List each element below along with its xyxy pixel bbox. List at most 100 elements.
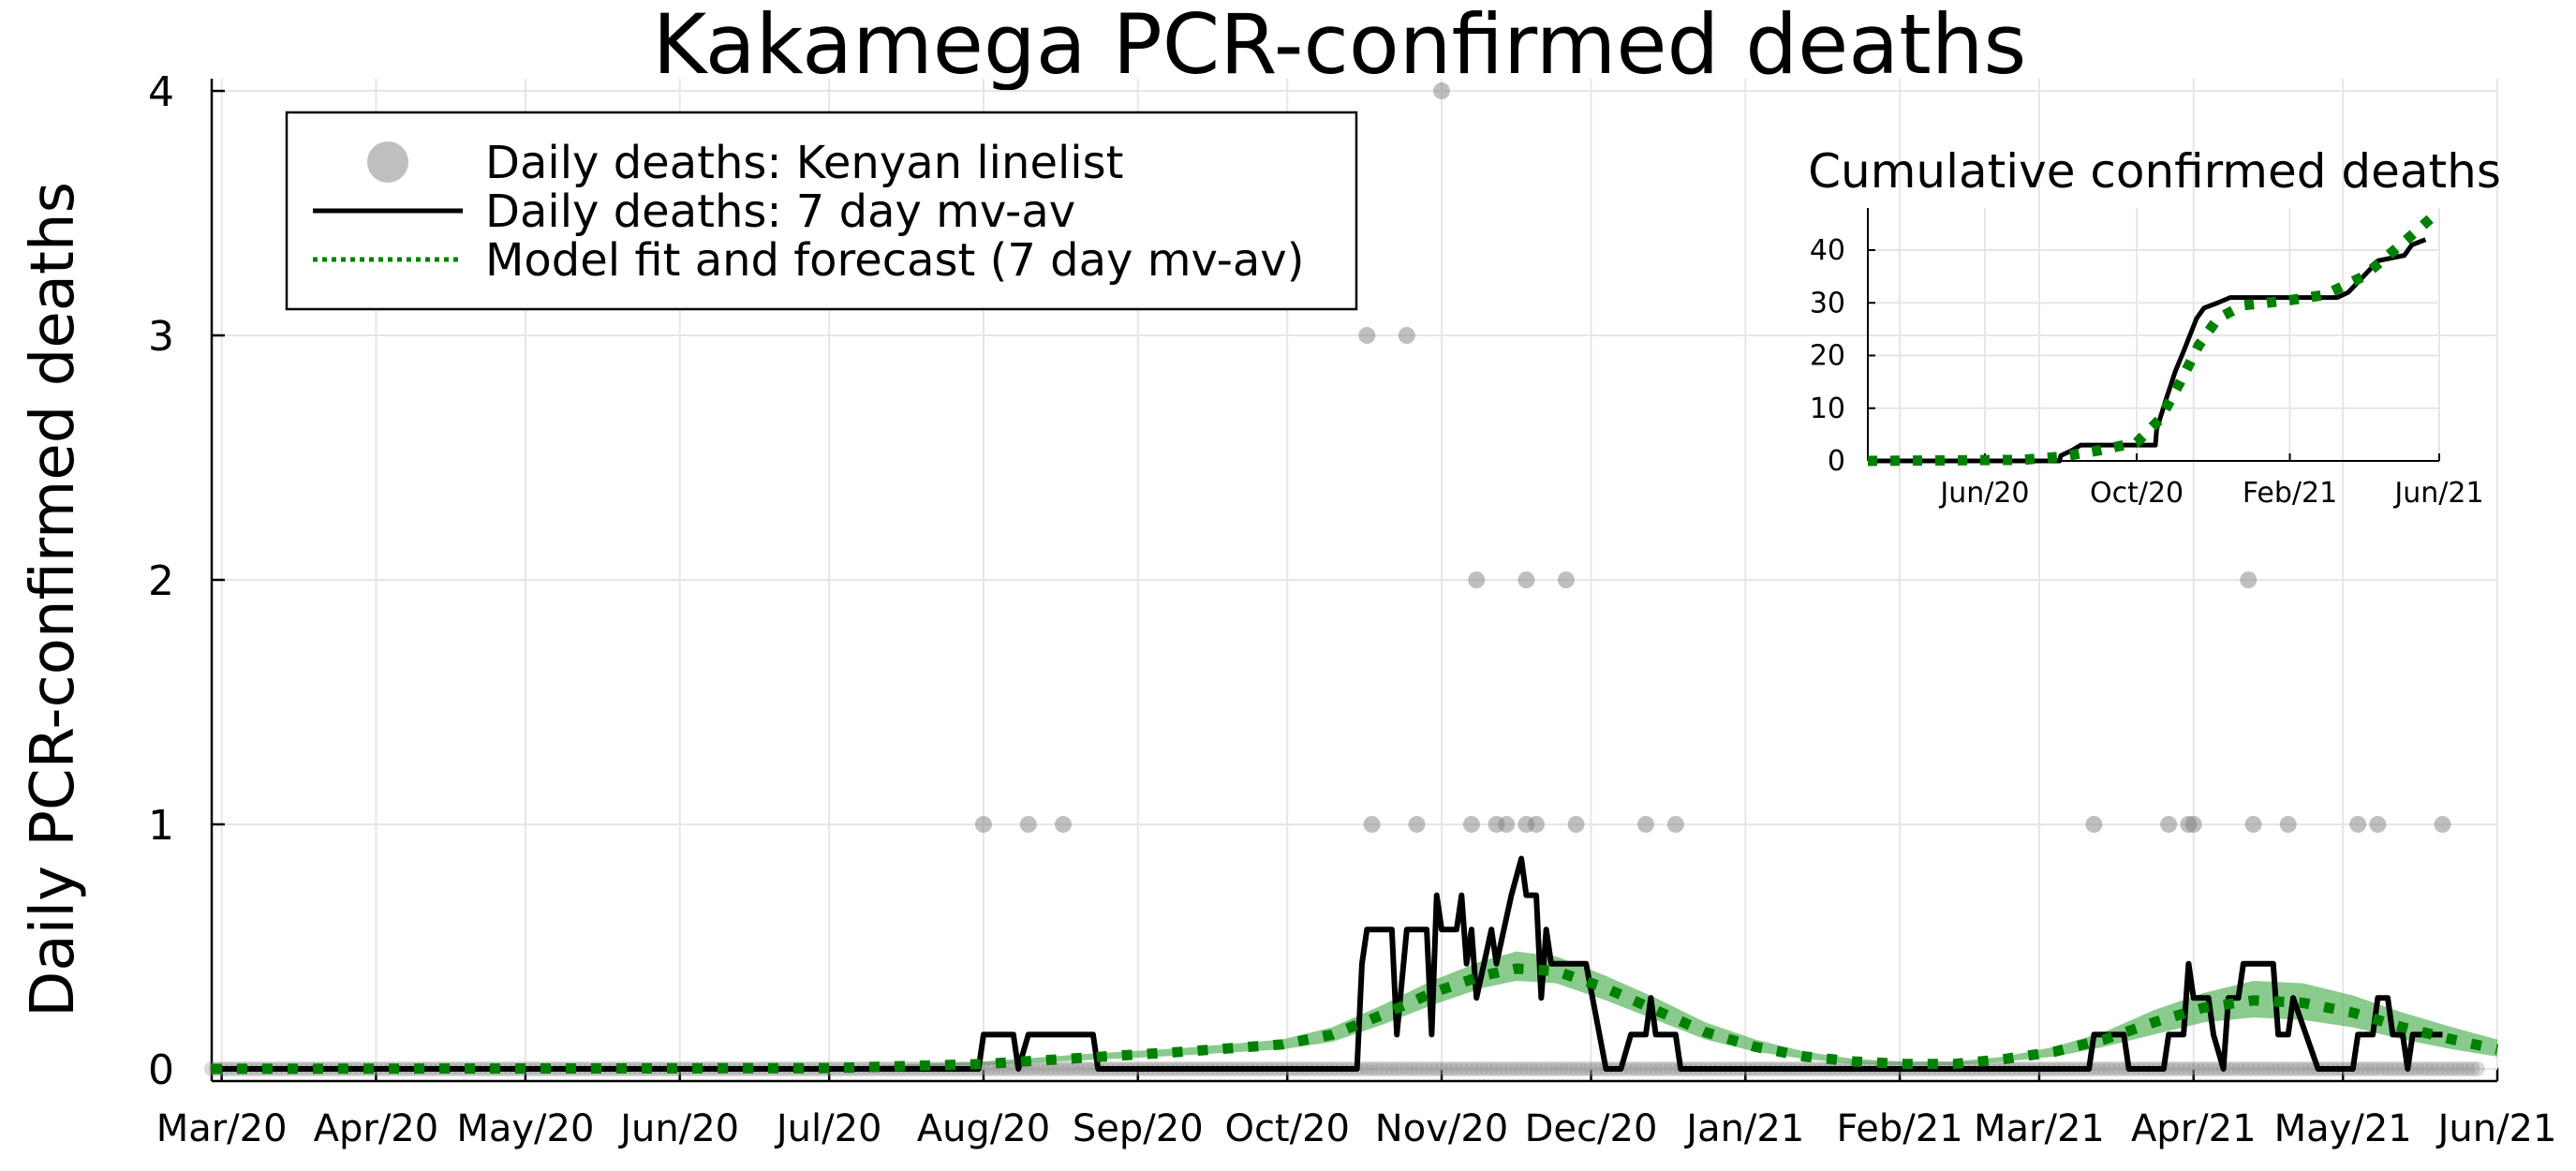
scatter-point-zero bbox=[1563, 1060, 1579, 1076]
scatter-point-zero bbox=[2385, 1060, 2401, 1076]
y-tick-label: 3 bbox=[148, 313, 174, 361]
scatter-point-zero bbox=[2445, 1060, 2461, 1076]
scatter-point-zero bbox=[1056, 1060, 1072, 1076]
scatter-point-zero bbox=[1543, 1060, 1559, 1076]
x-tick-label: Dec/20 bbox=[1525, 1107, 1658, 1150]
scatter-point-zero bbox=[1503, 1060, 1519, 1076]
scatter-point-zero bbox=[2424, 1060, 2440, 1076]
scatter-point-zero bbox=[2365, 1060, 2381, 1076]
scatter-point-zero bbox=[2360, 1060, 2376, 1076]
scatter-point-zero bbox=[2205, 1060, 2221, 1076]
scatter-point-zero bbox=[2300, 1060, 2316, 1076]
scatter-point bbox=[1468, 571, 1486, 588]
scatter-point-zero bbox=[1518, 1060, 1534, 1076]
scatter-point bbox=[2184, 815, 2202, 833]
scatter-point-zero bbox=[1414, 1060, 1429, 1076]
inset-x-tick-label: Oct/20 bbox=[2090, 477, 2184, 510]
scatter-point-zero bbox=[1454, 1060, 1470, 1076]
scatter-point-zero bbox=[1484, 1060, 1500, 1076]
scatter-point-zero bbox=[1538, 1060, 1554, 1076]
scatter-point bbox=[1019, 815, 1037, 833]
scatter-point-zero bbox=[2390, 1060, 2406, 1076]
scatter-point-zero bbox=[1359, 1060, 1375, 1076]
scatter-point-zero bbox=[1429, 1060, 1444, 1076]
x-tick-label: May/21 bbox=[2274, 1107, 2412, 1150]
scatter-point-zero bbox=[1379, 1060, 1395, 1076]
scatter-point-zero bbox=[1499, 1060, 1515, 1076]
scatter-point-zero bbox=[1041, 1060, 1057, 1076]
scatter-point-zero bbox=[2245, 1060, 2261, 1076]
scatter-point-zero bbox=[1637, 1060, 1653, 1076]
scatter-point-zero bbox=[2280, 1060, 2296, 1076]
scatter-point-zero bbox=[1419, 1060, 1435, 1076]
scatter-point-zero bbox=[1463, 1060, 1479, 1076]
scatter-point-zero bbox=[1568, 1060, 1584, 1076]
scatter-point-zero bbox=[2271, 1060, 2287, 1076]
scatter-point-zero bbox=[2170, 1060, 2186, 1076]
scatter-point-zero bbox=[1469, 1060, 1485, 1076]
scatter-point bbox=[2240, 571, 2258, 588]
scatter-point-zero bbox=[2176, 1060, 2192, 1076]
scatter-point-zero bbox=[1623, 1060, 1639, 1076]
scatter-point bbox=[2369, 815, 2387, 833]
scatter-point bbox=[1363, 815, 1381, 833]
scatter-point-zero bbox=[1434, 1060, 1450, 1076]
scatter-point-zero bbox=[2450, 1060, 2465, 1076]
y-axis-label: Daily PCR-confirmed deaths bbox=[19, 182, 88, 1017]
scatter-point-zero bbox=[2454, 1060, 2470, 1076]
scatter-point-zero bbox=[1529, 1060, 1545, 1076]
scatter-point bbox=[1398, 327, 1415, 345]
scatter-point-zero bbox=[1573, 1060, 1589, 1076]
scatter-point-zero bbox=[1508, 1060, 1524, 1076]
scatter-point-zero bbox=[2200, 1060, 2216, 1076]
scatter-point bbox=[2160, 815, 2178, 833]
scatter-point-zero bbox=[2409, 1060, 2425, 1076]
inset-y-tick-label: 40 bbox=[1810, 234, 1845, 267]
x-tick-label: May/20 bbox=[456, 1107, 594, 1150]
scatter-point-zero bbox=[2091, 1060, 2107, 1076]
scatter-point-zero bbox=[1384, 1060, 1399, 1076]
legend-box bbox=[285, 111, 1358, 311]
scatter-point-zero bbox=[981, 1060, 997, 1076]
y-tick-label: 2 bbox=[148, 557, 174, 605]
legend-entry-label: Model fit and forecast (7 day mv-av) bbox=[485, 234, 1304, 287]
scatter-point-zero bbox=[2260, 1060, 2276, 1076]
scatter-point-zero bbox=[1439, 1060, 1455, 1076]
scatter-point-zero bbox=[2275, 1060, 2291, 1076]
x-tick-label: Oct/20 bbox=[1224, 1107, 1350, 1150]
inset-x-tick-label: Jun/20 bbox=[1938, 477, 2029, 510]
scatter-point-zero bbox=[1628, 1060, 1644, 1076]
scatter-point-zero bbox=[2265, 1060, 2281, 1076]
scatter-point-zero bbox=[2241, 1060, 2257, 1076]
scatter-point-zero bbox=[1473, 1060, 1489, 1076]
x-tick-label: Mar/21 bbox=[1974, 1107, 2105, 1150]
scatter-point-zero bbox=[2235, 1060, 2251, 1076]
scatter-point bbox=[1358, 327, 1376, 345]
scatter-point-zero bbox=[2420, 1060, 2435, 1076]
scatter-point-zero bbox=[1443, 1060, 1459, 1076]
main-plot-area: Mar/20 Apr/20 May/20 Jun/20 Jul/20 Aug/20 Sep/… bbox=[148, 68, 2556, 1150]
inset-y-tick-label: 30 bbox=[1810, 287, 1845, 319]
model-fit-line bbox=[211, 963, 2499, 1075]
x-tick-label: Jun/21 bbox=[2435, 1107, 2557, 1150]
scatter-point-zero bbox=[1633, 1060, 1649, 1076]
inset-x-tick-label: Jun/21 bbox=[2392, 477, 2483, 510]
inset-cumulative-chart: Cumulative confirmed deaths 0 10 20 30 40 Jun/… bbox=[1808, 144, 2501, 510]
moving-average-line bbox=[212, 855, 2443, 1072]
x-tick-label: Jan/21 bbox=[1683, 1107, 1804, 1150]
scatter-point bbox=[2244, 815, 2262, 833]
scatter-point-zero bbox=[1578, 1060, 1594, 1076]
scatter-point-zero bbox=[2250, 1060, 2266, 1076]
scatter-point-zero bbox=[2469, 1060, 2485, 1076]
scatter-point bbox=[1433, 82, 1451, 100]
scatter-point-zero bbox=[1458, 1060, 1474, 1076]
scatter-point-zero bbox=[1643, 1060, 1659, 1076]
scatter-point-zero bbox=[1075, 1060, 1091, 1076]
scatter-point bbox=[1557, 571, 1575, 588]
x-tick-label: Feb/21 bbox=[1836, 1107, 1962, 1150]
scatter-point-zero bbox=[1045, 1060, 1061, 1076]
scatter-point-zero bbox=[2290, 1060, 2306, 1076]
y-tick-label: 1 bbox=[148, 802, 174, 850]
scatter-point-zero bbox=[1409, 1060, 1425, 1076]
inset-y-tick-label: 10 bbox=[1810, 393, 1845, 425]
